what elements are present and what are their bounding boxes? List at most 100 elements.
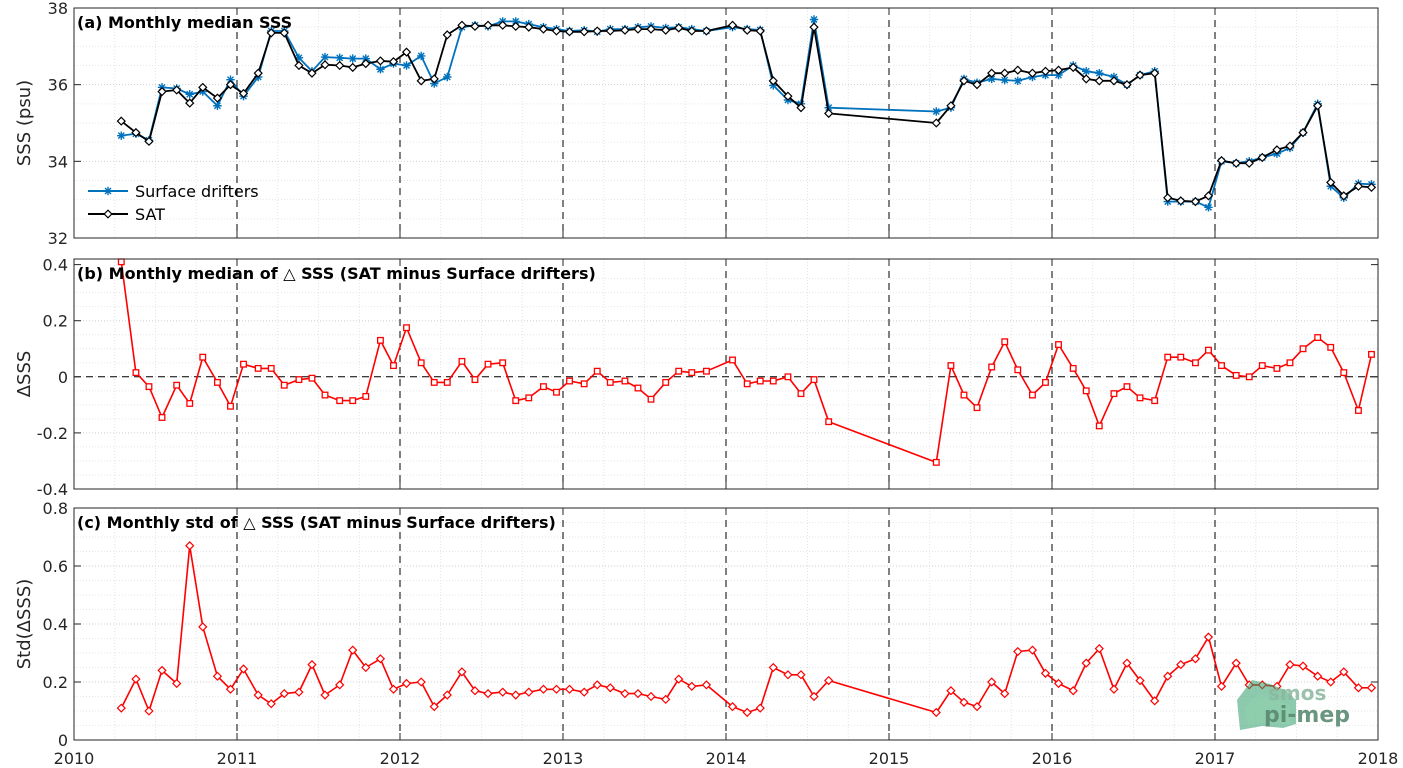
data-point-0 [116, 703, 126, 713]
data-point-22 [416, 76, 426, 86]
data-point-3 [157, 86, 167, 97]
data-point-14 [308, 374, 316, 382]
x-tick-label: 2016 [1032, 749, 1073, 768]
data-point-73 [1216, 681, 1227, 691]
data-point-29 [511, 17, 520, 26]
data-point-81 [1326, 177, 1336, 188]
y-tick-label: -0.4 [37, 480, 68, 499]
data-point-38 [633, 688, 643, 699]
data-point-2 [144, 136, 154, 147]
data-point-71 [1190, 196, 1201, 207]
data-point-16 [335, 680, 345, 690]
y-axis-label: Std(ΔSSS) [14, 579, 35, 670]
data-point-5 [185, 90, 194, 99]
data-point-0 [117, 131, 126, 140]
data-point-7 [212, 93, 223, 103]
data-point-11 [266, 699, 276, 709]
data-point-61 [1053, 678, 1064, 689]
data-point-56 [987, 74, 996, 84]
data-point-33 [564, 27, 575, 37]
data-point-36 [605, 683, 615, 693]
data-point-62 [1069, 364, 1077, 372]
data-point-22 [417, 359, 425, 367]
data-point-4 [172, 85, 182, 95]
series-2-0 [116, 541, 1377, 718]
data-point-81 [1327, 343, 1335, 351]
data-point-3 [157, 665, 167, 676]
data-point-58 [1013, 65, 1023, 75]
data-point-58 [1013, 646, 1023, 657]
data-point-20 [390, 362, 397, 370]
data-point-54 [959, 76, 969, 86]
data-point-35 [593, 367, 601, 375]
data-point-5 [185, 98, 195, 108]
data-point-67 [1135, 675, 1145, 686]
smos-pimep-logo: smos pi-mep [1237, 680, 1350, 730]
data-point-62 [1068, 686, 1078, 696]
data-point-27 [483, 688, 493, 699]
y-axis-label: ΔSSS [14, 351, 35, 398]
data-point-58 [1014, 366, 1022, 374]
panel-title: (a) Monthly median SSS [77, 13, 292, 32]
data-point-12 [279, 688, 289, 699]
data-point-18 [361, 662, 371, 673]
data-point-22 [416, 51, 426, 61]
data-point-47 [768, 662, 778, 673]
data-point-53 [946, 101, 956, 111]
data-point-45 [743, 380, 751, 388]
data-point-57 [1000, 688, 1010, 699]
data-point-11 [266, 28, 276, 38]
data-point-82 [1339, 191, 1349, 201]
data-point-38 [633, 24, 643, 34]
data-point-15 [320, 52, 330, 62]
data-point-16 [335, 53, 344, 63]
data-point-74 [1231, 158, 1241, 168]
data-point-50 [809, 22, 819, 32]
data-point-49 [796, 670, 806, 680]
data-point-42 [687, 681, 697, 691]
data-point-71 [1191, 359, 1199, 367]
data-point-50 [809, 691, 819, 702]
data-point-31 [538, 24, 549, 34]
data-point-63 [1081, 658, 1091, 668]
data-point-72 [1204, 203, 1213, 212]
data-point-32 [553, 388, 560, 396]
data-point-80 [1313, 671, 1323, 681]
data-point-60 [1040, 668, 1051, 678]
data-point-54 [960, 391, 968, 399]
data-point-18 [361, 58, 371, 69]
data-point-53 [947, 362, 955, 370]
x-tick-label: 2017 [1195, 749, 1236, 768]
panels: 32 34 36 38 SSS (psu) (a) Monthly median SSS S… [14, 0, 1398, 768]
data-point-32 [551, 684, 562, 694]
y-tick-label: -0.2 [37, 424, 68, 443]
data-point-55 [973, 404, 981, 412]
data-point-legend-0 [103, 186, 113, 196]
y-tick-label: 0.6 [43, 557, 68, 576]
data-point-65 [1109, 684, 1119, 694]
data-point-51 [824, 108, 834, 119]
data-point-17 [348, 62, 358, 73]
panel-title: (c) Monthly std of △ SSS (SAT minus Surf… [77, 513, 556, 532]
data-point-7 [212, 671, 223, 681]
data-point-63 [1082, 387, 1090, 395]
data-point-69 [1163, 671, 1173, 681]
series-1-0 [117, 258, 1375, 466]
data-point-66 [1122, 658, 1132, 668]
data-point-16 [336, 397, 344, 405]
data-point-14 [307, 68, 317, 78]
data-point-71 [1190, 654, 1201, 664]
data-point-36 [605, 26, 615, 36]
data-point-10 [253, 690, 263, 700]
data-point-48 [783, 91, 793, 101]
data-point-23 [429, 74, 439, 84]
data-point-27 [483, 20, 493, 30]
data-point-52 [932, 107, 941, 116]
data-point-18 [361, 54, 370, 63]
data-point-6 [198, 82, 208, 92]
data-point-19 [376, 336, 384, 344]
data-point-81 [1326, 677, 1336, 687]
data-point-44 [727, 20, 738, 30]
data-point-34 [579, 687, 589, 697]
data-point-3 [158, 414, 166, 421]
